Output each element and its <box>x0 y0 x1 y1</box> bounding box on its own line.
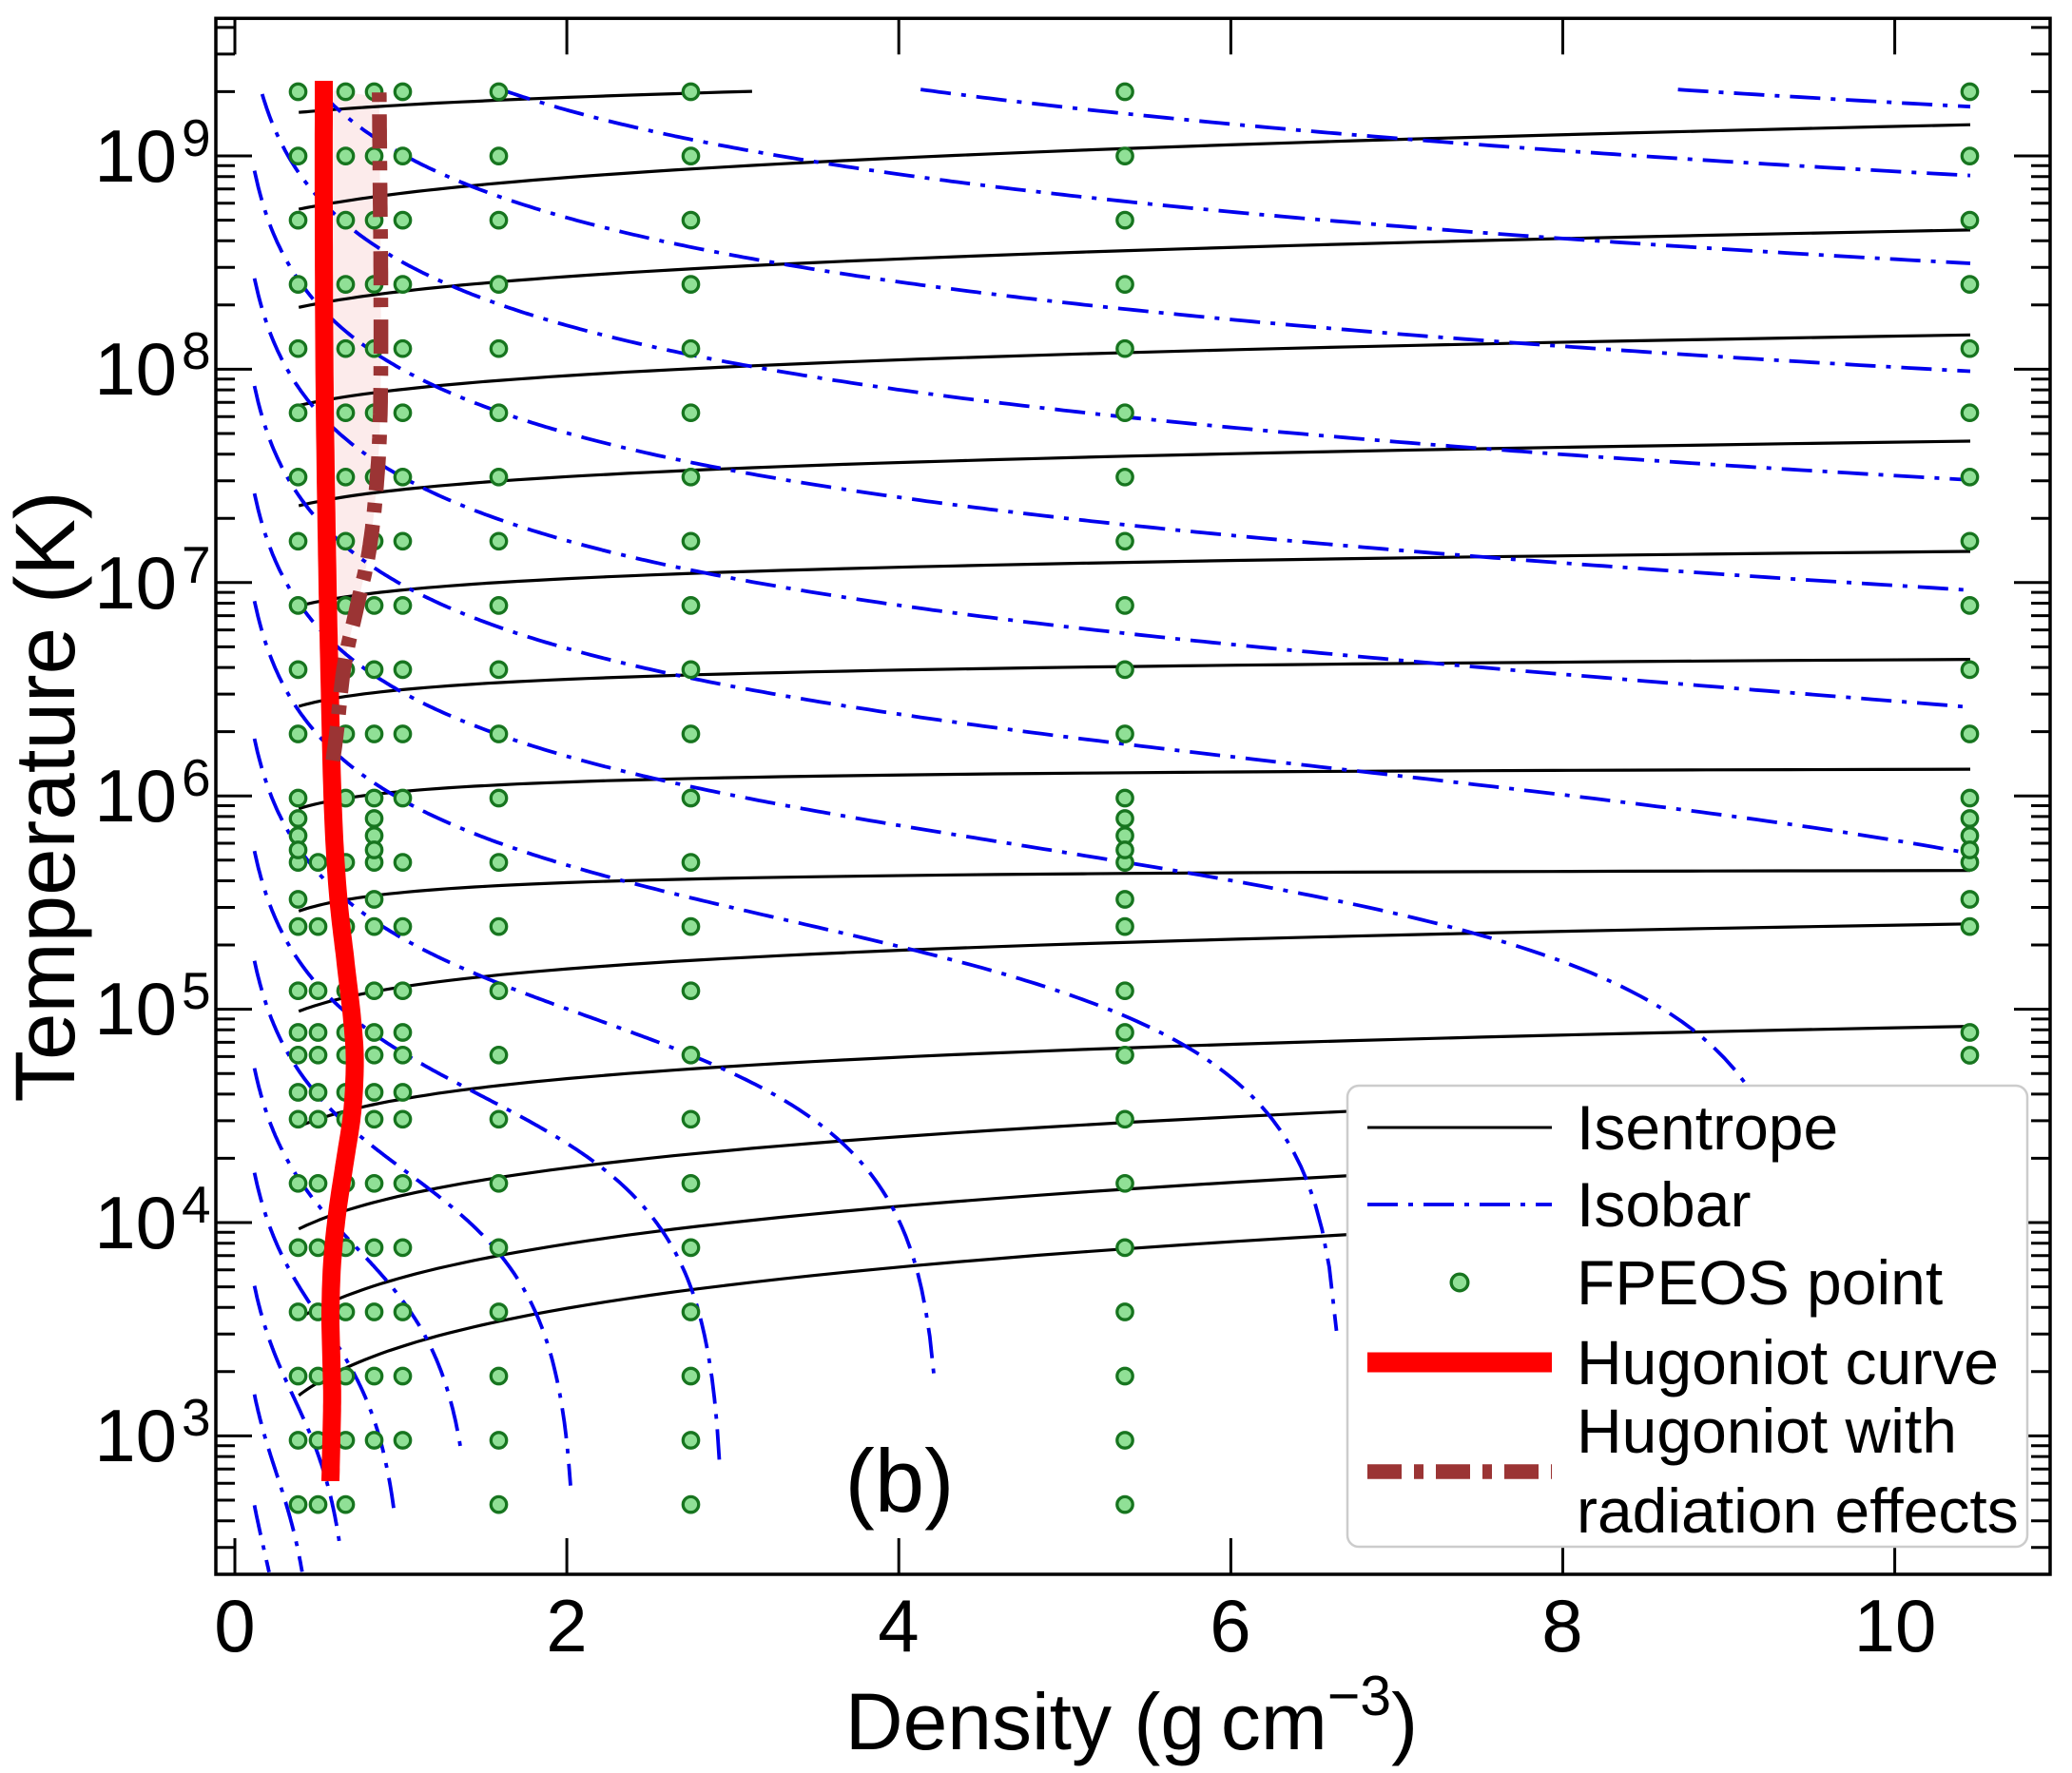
svg-text:10: 10 <box>94 967 177 1050</box>
svg-text:(b): (b) <box>845 1431 955 1531</box>
svg-text:Density (g cm−3): Density (g cm−3) <box>845 1665 1418 1766</box>
svg-text:5: 5 <box>182 961 211 1020</box>
svg-text:9: 9 <box>182 108 211 167</box>
svg-text:Temperature (K): Temperature (K) <box>0 491 92 1103</box>
svg-text:8: 8 <box>1541 1584 1582 1667</box>
svg-text:8: 8 <box>182 321 211 380</box>
svg-text:Hugoniot curve: Hugoniot curve <box>1577 1327 1999 1397</box>
svg-text:7: 7 <box>182 535 211 594</box>
svg-text:Hugoniot with: Hugoniot with <box>1577 1396 1957 1466</box>
svg-text:Isentrope: Isentrope <box>1577 1092 1838 1163</box>
svg-text:Isobar: Isobar <box>1577 1169 1751 1240</box>
svg-text:4: 4 <box>878 1584 919 1667</box>
svg-text:4: 4 <box>182 1175 211 1234</box>
svg-text:radiation effects: radiation effects <box>1577 1475 2019 1546</box>
svg-text:0: 0 <box>214 1584 255 1667</box>
svg-text:10: 10 <box>94 754 177 838</box>
svg-text:6: 6 <box>182 748 211 807</box>
svg-text:FPEOS point: FPEOS point <box>1577 1247 1943 1318</box>
svg-text:2: 2 <box>546 1584 587 1667</box>
svg-text:10: 10 <box>94 541 177 625</box>
svg-text:10: 10 <box>94 114 177 198</box>
svg-text:10: 10 <box>94 327 177 411</box>
svg-text:10: 10 <box>94 1181 177 1264</box>
svg-text:10: 10 <box>94 1394 177 1477</box>
svg-text:6: 6 <box>1210 1584 1250 1667</box>
svg-text:3: 3 <box>182 1388 211 1447</box>
svg-text:10: 10 <box>1854 1584 1937 1667</box>
